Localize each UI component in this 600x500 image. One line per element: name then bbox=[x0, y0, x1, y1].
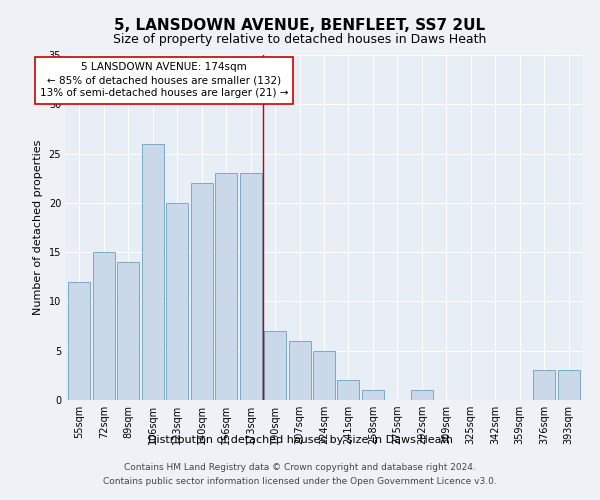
Bar bbox=[313, 350, 335, 400]
Bar bbox=[142, 144, 164, 400]
Text: Size of property relative to detached houses in Daws Heath: Size of property relative to detached ho… bbox=[113, 32, 487, 46]
Bar bbox=[93, 252, 115, 400]
Bar bbox=[264, 331, 286, 400]
Bar bbox=[191, 183, 213, 400]
Bar bbox=[239, 174, 262, 400]
Bar bbox=[337, 380, 359, 400]
Text: Contains public sector information licensed under the Open Government Licence v3: Contains public sector information licen… bbox=[103, 477, 497, 486]
Y-axis label: Number of detached properties: Number of detached properties bbox=[33, 140, 43, 315]
Bar bbox=[215, 174, 237, 400]
Bar bbox=[118, 262, 139, 400]
Bar bbox=[166, 203, 188, 400]
Bar bbox=[289, 341, 311, 400]
Bar bbox=[533, 370, 555, 400]
Bar bbox=[411, 390, 433, 400]
Text: Contains HM Land Registry data © Crown copyright and database right 2024.: Contains HM Land Registry data © Crown c… bbox=[124, 464, 476, 472]
Bar bbox=[557, 370, 580, 400]
Text: 5, LANSDOWN AVENUE, BENFLEET, SS7 2UL: 5, LANSDOWN AVENUE, BENFLEET, SS7 2UL bbox=[115, 18, 485, 32]
Bar bbox=[68, 282, 91, 400]
Text: 5 LANSDOWN AVENUE: 174sqm
← 85% of detached houses are smaller (132)
13% of semi: 5 LANSDOWN AVENUE: 174sqm ← 85% of detac… bbox=[40, 62, 288, 98]
Text: Distribution of detached houses by size in Daws Heath: Distribution of detached houses by size … bbox=[148, 435, 452, 445]
Bar bbox=[362, 390, 384, 400]
